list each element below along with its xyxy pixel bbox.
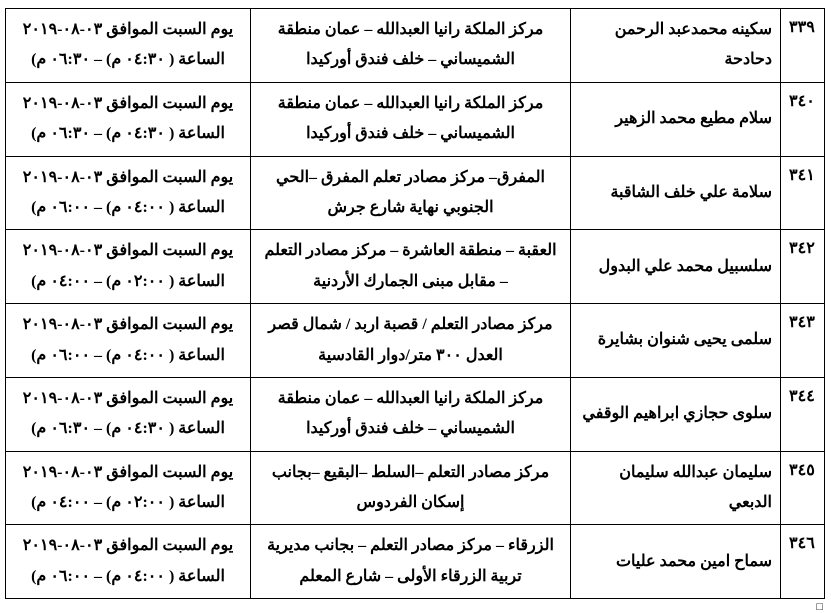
row-time: يوم السبت الموافق ٠٣-٠٨-٢٠١٩ الساعة ( ٠٤… (6, 304, 251, 378)
table-row: ٣٤٤سلوى حجازي ابراهيم الوقفيمركز الملكة … (6, 377, 825, 451)
row-time: يوم السبت الموافق ٠٣-٠٨-٢٠١٩ الساعة ( ٠٤… (6, 156, 251, 230)
table-row: ٣٤٥سليمان عبدالله سليمان الدبعيمركز مصاد… (6, 451, 825, 525)
table-row: ٣٤٣سلمى يحيى شنوان بشايرةمركز مصادر التع… (6, 304, 825, 378)
table-body: ٣٣٩سكينه محمدعبد الرحمن دحادحةمركز الملك… (6, 9, 825, 599)
row-number: ٣٤٦ (781, 525, 825, 599)
row-number: ٣٤٣ (781, 304, 825, 378)
cursor-marker: □ (6, 601, 823, 613)
schedule-table: ٣٣٩سكينه محمدعبد الرحمن دحادحةمركز الملك… (5, 8, 825, 599)
row-name: سلوى حجازي ابراهيم الوقفي (571, 377, 781, 451)
row-time: يوم السبت الموافق ٠٣-٠٨-٢٠١٩ الساعة ( ٠٤… (6, 377, 251, 451)
row-time: يوم السبت الموافق ٠٣-٠٨-٢٠١٩ الساعة ( ٠٤… (6, 82, 251, 156)
row-number: ٣٣٩ (781, 9, 825, 83)
table-row: ٣٤١سلامة علي خلف الشاقبةالمفرق– مركز مصا… (6, 156, 825, 230)
row-location: مركز الملكة رانيا العبدالله – عمان منطقة… (251, 82, 571, 156)
row-location: مركز مصادر التعلم / قصبة اربد / شمال قصر… (251, 304, 571, 378)
table-row: ٣٤٢سلسبيل محمد علي البدولالعقبة – منطقة … (6, 230, 825, 304)
row-location: الزرقاء – مركز مصادر التعلم – بجانب مدير… (251, 525, 571, 599)
row-name: سماح امين محمد عليات (571, 525, 781, 599)
table-row: ٣٣٩سكينه محمدعبد الرحمن دحادحةمركز الملك… (6, 9, 825, 83)
row-time: يوم السبت الموافق ٠٣-٠٨-٢٠١٩ الساعة ( ٠٢… (6, 451, 251, 525)
row-name: سلامة علي خلف الشاقبة (571, 156, 781, 230)
row-name: سليمان عبدالله سليمان الدبعي (571, 451, 781, 525)
document-page: ٣٣٩سكينه محمدعبد الرحمن دحادحةمركز الملك… (0, 0, 831, 547)
row-number: ٣٤٢ (781, 230, 825, 304)
row-name: سلسبيل محمد علي البدول (571, 230, 781, 304)
row-number: ٣٤٥ (781, 451, 825, 525)
row-location: مركز الملكة رانيا العبدالله – عمان منطقة… (251, 377, 571, 451)
row-time: يوم السبت الموافق ٠٣-٠٨-٢٠١٩ الساعة ( ٠٤… (6, 9, 251, 83)
row-time: يوم السبت الموافق ٠٣-٠٨-٢٠١٩ الساعة ( ٠٤… (6, 525, 251, 599)
row-number: ٣٤٤ (781, 377, 825, 451)
row-time: يوم السبت الموافق ٠٣-٠٨-٢٠١٩ الساعة ( ٠٢… (6, 230, 251, 304)
row-location: العقبة – منطقة العاشرة – مركز مصادر التع… (251, 230, 571, 304)
row-name: سلام مطيع محمد الزهير (571, 82, 781, 156)
row-number: ٣٤٠ (781, 82, 825, 156)
table-row: ٣٤٠سلام مطيع محمد الزهيرمركز الملكة راني… (6, 82, 825, 156)
row-name: سكينه محمدعبد الرحمن دحادحة (571, 9, 781, 83)
row-name: سلمى يحيى شنوان بشايرة (571, 304, 781, 378)
table-row: ٣٤٦سماح امين محمد علياتالزرقاء – مركز مص… (6, 525, 825, 599)
row-number: ٣٤١ (781, 156, 825, 230)
row-location: مركز مصادر التعلم –السلط –البقيع –بجانب … (251, 451, 571, 525)
row-location: المفرق– مركز مصادر تعلم المفرق –الحي الج… (251, 156, 571, 230)
row-location: مركز الملكة رانيا العبدالله – عمان منطقة… (251, 9, 571, 83)
